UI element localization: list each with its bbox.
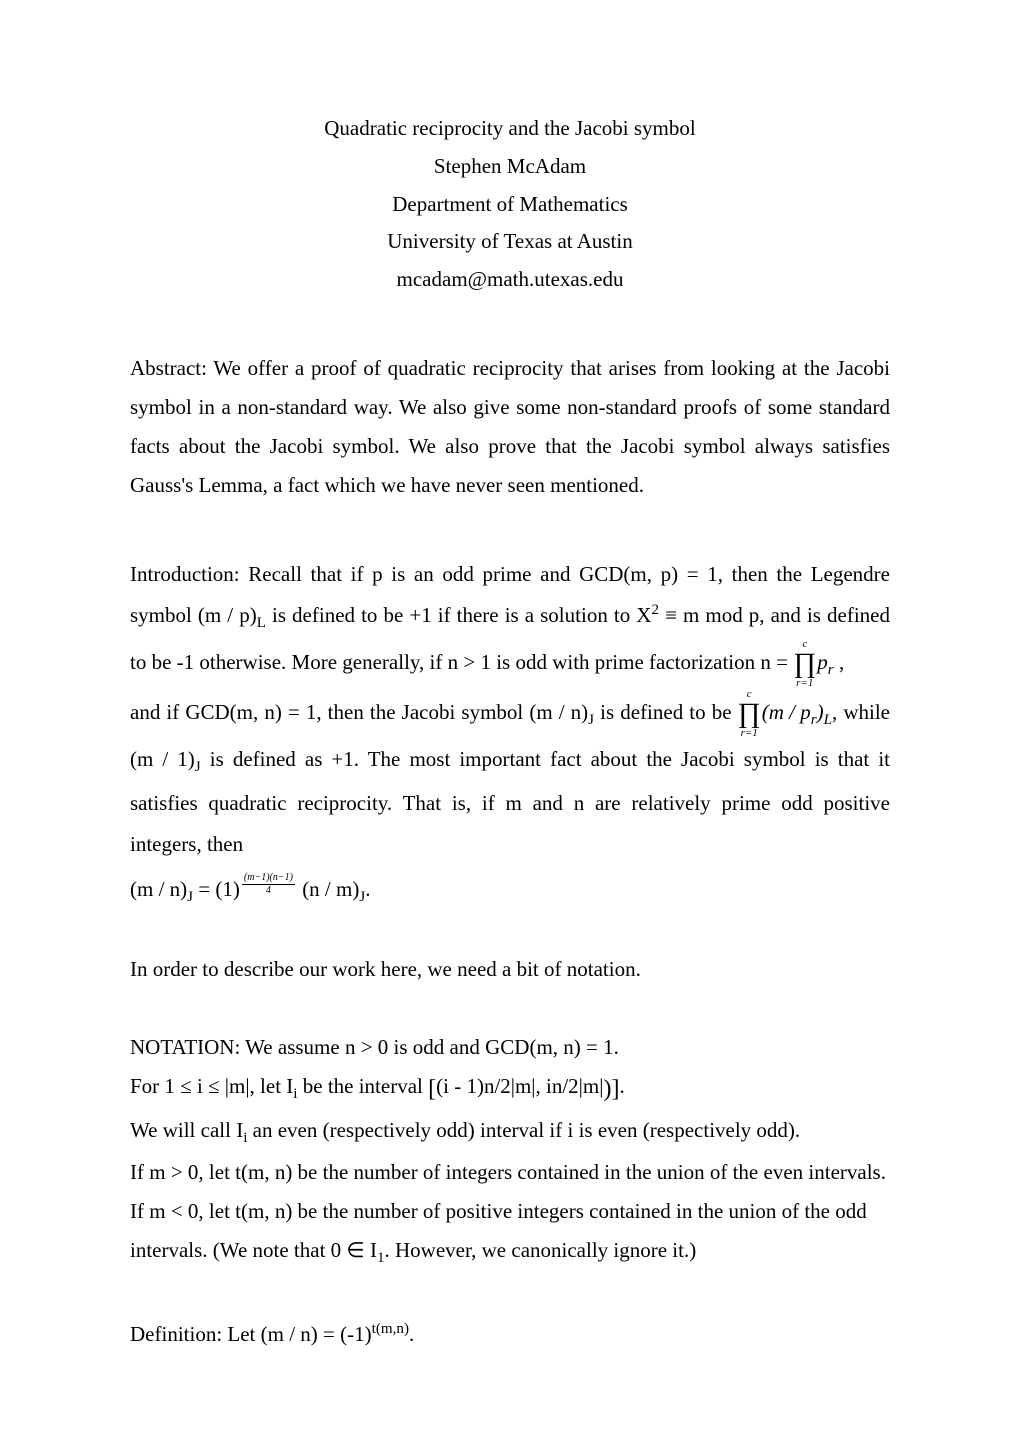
subscript-L: L	[257, 615, 266, 631]
qr-exponent-fraction: (m−1)(n−1)4	[242, 873, 295, 896]
abstract-text: Abstract: We offer a proof of quadratic …	[130, 356, 890, 497]
paper-page: Quadratic reciprocity and the Jacobi sym…	[0, 0, 1020, 1434]
product-symbol: ∏	[793, 650, 816, 678]
product-arg-a: (m / p	[762, 700, 811, 724]
qr-exp-denominator: 4	[266, 885, 271, 896]
product-symbol: ∏	[738, 700, 761, 728]
product-argument: pr	[817, 642, 833, 686]
notation-text: .	[619, 1074, 624, 1098]
notation-line-1: NOTATION: We assume n > 0 is odd and GCD…	[130, 1028, 890, 1067]
definition-end: .	[409, 1322, 414, 1346]
superscript-2: 2	[651, 602, 659, 618]
mid-paragraph: In order to describe our work here, we n…	[130, 950, 890, 990]
interval-content: (i - 1)n/2|m|, in/2|m|	[436, 1074, 603, 1098]
intro-text: (m / 1)	[130, 747, 195, 771]
paper-author: Stephen McAdam	[130, 148, 890, 186]
paper-email: mcadam@math.utexas.edu	[130, 261, 890, 299]
notation-text: be the interval	[298, 1074, 429, 1098]
qr-exp-numerator: (m−1)(n−1)	[242, 873, 295, 885]
product-base: p	[817, 650, 828, 674]
intro-text: is defined as +1. The most important fac…	[130, 747, 890, 856]
qr-left: (m / n)	[130, 877, 187, 901]
product-arg-b: )	[817, 700, 824, 724]
quadratic-reciprocity-equation: (m / n)J = (1)(m−1)(n−1)4 (n / m)J.	[130, 869, 890, 913]
notation-text: We will call I	[130, 1118, 243, 1142]
product-sub: r	[828, 662, 834, 678]
product-argument: (m / pr)L	[762, 692, 832, 736]
intro-text: and if GCD(m, n) = 1, then the Jacobi sy…	[130, 700, 588, 724]
subscript-1: 1	[377, 1250, 385, 1266]
notation-line-4: If m > 0, let t(m, n) be the number of i…	[130, 1153, 890, 1192]
qr-end: .	[365, 877, 370, 901]
intro-text: , while	[832, 700, 890, 724]
notation-line-6: intervals. (We note that 0 ∈ I1. However…	[130, 1231, 890, 1273]
intro-text: is defined to be	[594, 700, 738, 724]
paper-university: University of Texas at Austin	[130, 223, 890, 261]
paper-header: Quadratic reciprocity and the Jacobi sym…	[130, 110, 890, 299]
definition-exponent: t(m,n)	[372, 1321, 409, 1337]
paper-department: Department of Mathematics	[130, 186, 890, 224]
subscript-L: L	[824, 712, 832, 728]
notation-line-5: If m < 0, let t(m, n) be the number of p…	[130, 1192, 890, 1231]
notation-text: . However, we canonically ignore it.)	[385, 1238, 697, 1262]
product-lower-limit: r=1	[741, 728, 758, 739]
notation-line-2: For 1 ≤ i ≤ |m|, let Ii be the interval …	[130, 1067, 890, 1111]
paper-title: Quadratic reciprocity and the Jacobi sym…	[130, 110, 890, 148]
notation-block: NOTATION: We assume n > 0 is odd and GCD…	[130, 1028, 890, 1273]
product-notation: c∏r=1(m / pr)L	[738, 689, 832, 739]
introduction-paragraph: Introduction: Recall that if p is an odd…	[130, 554, 890, 912]
notation-text: an even (respectively odd) interval if i…	[247, 1118, 800, 1142]
intro-text: is defined to be +1 if there is a soluti…	[266, 603, 652, 627]
mid-text: In order to describe our work here, we n…	[130, 957, 641, 981]
product-lower-limit: r=1	[796, 678, 813, 689]
abstract-paragraph: Abstract: We offer a proof of quadratic …	[130, 349, 890, 504]
product-notation: c∏r=1pr	[793, 639, 833, 689]
left-bracket: [	[428, 1076, 436, 1102]
notation-text: For 1 ≤ i ≤ |m|, let I	[130, 1074, 293, 1098]
definition-block: Definition: Let (m / n) = (-1)t(m,n).	[130, 1315, 890, 1354]
definition-text: Definition: Let (m / n) = (-1)	[130, 1322, 372, 1346]
notation-line-3: We will call Ii an even (respectively od…	[130, 1111, 890, 1153]
qr-right: (n / m)	[297, 877, 359, 901]
notation-text: intervals. (We note that 0 ∈ I	[130, 1238, 377, 1262]
qr-eq: = (1)	[193, 877, 240, 901]
